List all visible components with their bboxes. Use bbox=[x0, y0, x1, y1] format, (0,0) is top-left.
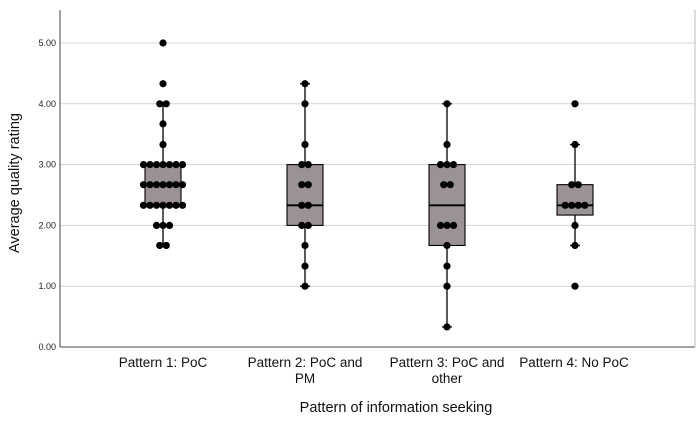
data-point bbox=[159, 161, 167, 169]
data-point bbox=[146, 201, 154, 209]
y-axis-title: Average quality rating bbox=[7, 113, 23, 253]
y-tick-label: 5.00 bbox=[38, 38, 56, 48]
data-point bbox=[443, 282, 451, 290]
data-points bbox=[139, 39, 589, 331]
category-labels: Pattern 1: PoC Pattern 2: PoC and PMPatter… bbox=[119, 355, 629, 386]
data-point bbox=[443, 323, 451, 331]
x-category-label: Pattern 3: PoC and other bbox=[390, 355, 505, 386]
data-point bbox=[298, 181, 306, 189]
iqr-box bbox=[286, 164, 324, 226]
y-tick-label: 1.00 bbox=[38, 281, 56, 291]
data-point bbox=[301, 100, 309, 108]
boxes bbox=[144, 83, 594, 328]
data-point bbox=[139, 201, 148, 209]
data-point bbox=[304, 181, 312, 189]
data-point bbox=[159, 221, 167, 229]
data-point bbox=[301, 282, 309, 290]
data-point bbox=[301, 241, 309, 250]
data-point bbox=[443, 100, 451, 108]
data-point bbox=[165, 161, 174, 169]
data-point bbox=[574, 181, 582, 189]
data-point bbox=[571, 221, 579, 229]
data-point bbox=[159, 201, 167, 209]
x-category-label: Pattern 4: No PoC bbox=[519, 355, 629, 370]
data-point bbox=[172, 181, 180, 189]
data-point bbox=[165, 181, 174, 189]
data-point bbox=[298, 221, 306, 229]
data-point bbox=[301, 262, 309, 270]
axes: 0.00 1.00 2.00 3.00 4.00 5.00 bbox=[38, 10, 696, 352]
data-point bbox=[446, 181, 454, 189]
box-group-4 bbox=[556, 143, 594, 247]
data-point bbox=[571, 282, 579, 290]
box-group-2 bbox=[286, 83, 324, 287]
data-point bbox=[561, 201, 569, 209]
data-point bbox=[152, 221, 161, 229]
data-point bbox=[571, 241, 579, 250]
data-point bbox=[436, 221, 445, 229]
data-point bbox=[449, 221, 458, 229]
data-point bbox=[443, 140, 451, 149]
x-category-label: Pattern 1: PoC bbox=[119, 355, 208, 370]
data-point bbox=[165, 221, 174, 229]
x-category-label: Pattern 2: PoC and PM bbox=[248, 355, 363, 386]
data-point bbox=[172, 201, 180, 209]
data-point bbox=[156, 241, 164, 250]
data-point bbox=[165, 201, 174, 209]
data-point bbox=[443, 262, 451, 270]
data-point bbox=[146, 181, 154, 189]
data-point bbox=[443, 161, 451, 169]
x-category-label-line: Pattern 2: PoC and bbox=[248, 355, 363, 370]
data-point bbox=[568, 201, 576, 209]
data-point bbox=[159, 80, 167, 88]
data-point bbox=[568, 181, 576, 189]
x-category-label-line: PM bbox=[295, 371, 315, 386]
data-point bbox=[443, 221, 451, 229]
data-point bbox=[152, 161, 161, 169]
data-point bbox=[449, 161, 458, 169]
iqr-box bbox=[556, 184, 594, 216]
data-point bbox=[301, 140, 309, 149]
data-point bbox=[301, 80, 309, 88]
data-point bbox=[443, 241, 451, 250]
data-point bbox=[159, 39, 167, 47]
data-point bbox=[146, 161, 154, 169]
x-category-label-line: other bbox=[432, 371, 463, 386]
data-point bbox=[162, 241, 170, 250]
data-point bbox=[159, 181, 167, 189]
data-point bbox=[152, 201, 161, 209]
x-axis-title: Pattern of information seeking bbox=[300, 400, 493, 416]
data-point bbox=[571, 140, 579, 149]
data-point bbox=[440, 181, 448, 189]
y-tick-label: 0.00 bbox=[38, 342, 56, 352]
data-point bbox=[436, 161, 445, 169]
data-point bbox=[159, 140, 167, 149]
data-point bbox=[152, 181, 161, 189]
box-group-3 bbox=[428, 103, 466, 328]
data-point bbox=[172, 161, 180, 169]
data-point bbox=[304, 221, 312, 229]
data-point bbox=[298, 161, 306, 169]
x-category-label-line: Pattern 4: No PoC bbox=[519, 355, 629, 370]
data-point bbox=[298, 201, 306, 209]
data-point bbox=[571, 100, 579, 108]
data-point bbox=[178, 181, 187, 189]
data-point bbox=[574, 201, 582, 209]
y-tick-label: 2.00 bbox=[38, 220, 56, 230]
x-category-label-line: Pattern 1: PoC bbox=[119, 355, 208, 370]
data-point bbox=[304, 201, 312, 209]
data-point bbox=[159, 120, 167, 128]
data-point bbox=[581, 201, 589, 209]
data-point bbox=[156, 100, 164, 108]
data-point bbox=[178, 161, 187, 169]
x-category-label-line: Pattern 3: PoC and bbox=[390, 355, 505, 370]
y-tick-label: 3.00 bbox=[38, 160, 56, 170]
data-point bbox=[139, 161, 148, 169]
data-point bbox=[162, 100, 170, 108]
data-point bbox=[139, 181, 148, 189]
data-point bbox=[178, 201, 187, 209]
y-tick-label: 4.00 bbox=[38, 99, 56, 109]
data-point bbox=[304, 161, 312, 169]
